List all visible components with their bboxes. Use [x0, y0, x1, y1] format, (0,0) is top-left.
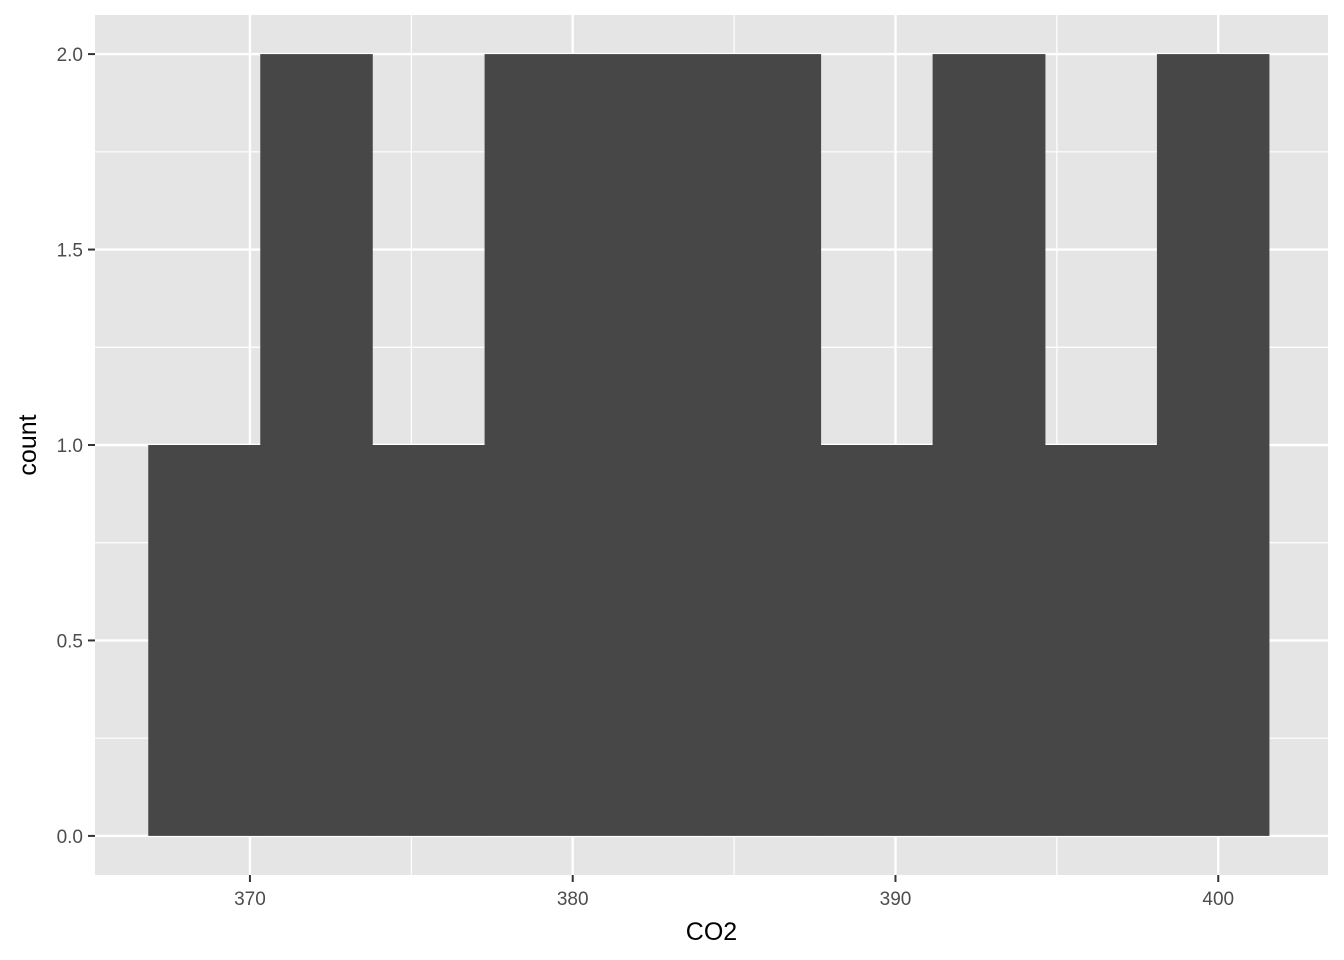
y-tick-label: 0.5	[57, 631, 83, 652]
y-tick-label: 2.0	[57, 45, 83, 66]
histogram-bar-3	[372, 445, 486, 836]
histogram-bar-8	[932, 54, 1046, 836]
y-tick-label: 0.0	[57, 827, 83, 848]
histogram-bars	[148, 54, 1270, 836]
x-tick-label: 390	[880, 889, 912, 910]
y-axis-title: count	[14, 414, 42, 475]
y-tick-label: 1.5	[57, 241, 83, 262]
y-tick-label: 1.0	[57, 436, 83, 457]
x-axis: 370 380 390 400	[234, 875, 1234, 910]
histogram-bar-10	[1156, 54, 1270, 836]
histogram-bar-2	[260, 54, 373, 836]
x-tick-label: 380	[557, 889, 589, 910]
x-tick-label: 370	[234, 889, 266, 910]
histogram-bar-1	[148, 445, 261, 836]
histogram-bar-5	[596, 54, 710, 836]
histogram-bar-4	[484, 54, 598, 836]
histogram-bar-9	[1044, 445, 1158, 836]
x-axis-title: CO2	[686, 918, 737, 946]
y-axis: 0.0 0.5 1.0 1.5 2.0	[57, 45, 95, 848]
x-tick-label: 400	[1202, 889, 1234, 910]
histogram-bar-7	[820, 445, 934, 836]
histogram-bar-6	[708, 54, 822, 836]
